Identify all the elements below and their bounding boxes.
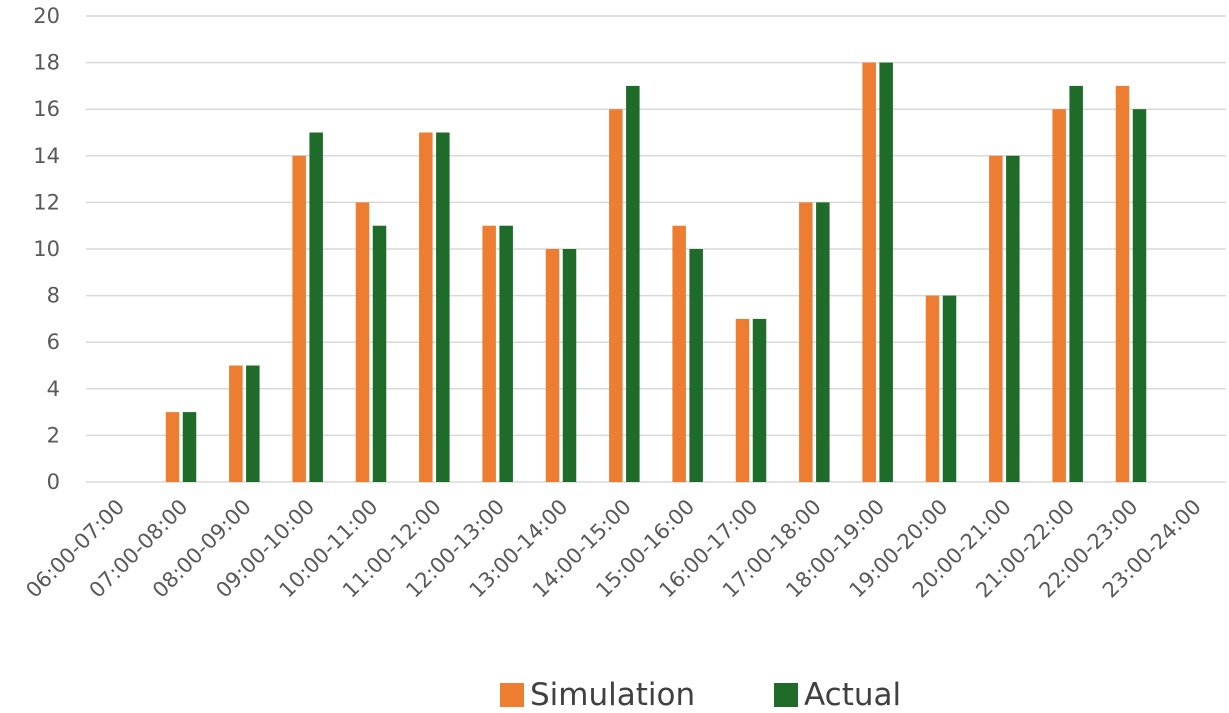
bar-simulation-20:00-21:00 — [989, 155, 1003, 483]
y-tick-label: 12 — [33, 190, 60, 214]
bar-actual-13:00-14:00 — [562, 249, 577, 482]
bar-simulation-15:00-16:00 — [672, 225, 686, 482]
bar-actual-19:00-20:00 — [942, 295, 957, 482]
y-tick-label: 0 — [47, 470, 60, 494]
bar-actual-15:00-16:00 — [689, 249, 703, 482]
y-axis-tick-labels: 0 2 4 6 8 10 12 14 16 18 20 — [33, 4, 60, 494]
y-tick-label: 8 — [47, 284, 60, 308]
gridlines — [86, 15, 1226, 483]
bar-simulation-13:00-14:00 — [545, 249, 560, 482]
bar-actual-09:00-10:00 — [309, 132, 323, 482]
bar-actual-16:00-17:00 — [752, 318, 767, 482]
legend-label-simulation: Simulation — [530, 677, 695, 713]
bar-simulation-17:00-18:00 — [799, 202, 813, 482]
bar-simulation-18:00-19:00 — [862, 62, 876, 482]
bar-simulation-19:00-20:00 — [925, 295, 940, 482]
legend-swatch-actual — [774, 683, 798, 707]
bar-simulation-21:00-22:00 — [1052, 109, 1066, 482]
y-tick-label: 16 — [33, 97, 60, 121]
bars — [165, 62, 1147, 483]
bar-actual-18:00-19:00 — [879, 62, 893, 482]
bar-actual-22:00-23:00 — [1132, 109, 1147, 482]
bar-actual-08:00-09:00 — [246, 365, 260, 482]
y-tick-label: 4 — [47, 377, 60, 401]
legend-label-actual: Actual — [804, 677, 901, 713]
bar-simulation-12:00-13:00 — [482, 225, 496, 482]
y-tick-label: 14 — [33, 144, 60, 168]
bar-simulation-08:00-09:00 — [229, 365, 243, 482]
bar-actual-07:00-08:00 — [182, 412, 197, 482]
legend-swatch-simulation — [500, 683, 524, 707]
bar-actual-21:00-22:00 — [1069, 85, 1083, 483]
bar-actual-10:00-11:00 — [372, 225, 387, 482]
bar-simulation-11:00-12:00 — [419, 132, 433, 482]
bar-simulation-16:00-17:00 — [735, 318, 750, 482]
bar-simulation-09:00-10:00 — [292, 155, 306, 483]
y-tick-label: 20 — [33, 4, 60, 28]
y-tick-label: 18 — [33, 51, 60, 75]
bar-simulation-22:00-23:00 — [1115, 85, 1130, 483]
y-tick-label: 10 — [33, 237, 60, 261]
legend: Simulation Actual — [500, 677, 901, 713]
y-tick-label: 2 — [47, 423, 60, 447]
bar-actual-14:00-15:00 — [626, 85, 640, 483]
bar-simulation-14:00-15:00 — [609, 109, 623, 482]
bar-actual-20:00-21:00 — [1006, 155, 1020, 483]
bar-actual-17:00-18:00 — [816, 202, 830, 482]
bar-simulation-10:00-11:00 — [355, 202, 370, 482]
bar-actual-12:00-13:00 — [499, 225, 513, 482]
bar-actual-11:00-12:00 — [436, 132, 450, 482]
bar-simulation-07:00-08:00 — [165, 412, 180, 482]
x-axis-tick-labels: 06:00-07:0007:00-08:0008:00-09:0009:00-1… — [21, 495, 1206, 603]
y-tick-label: 6 — [47, 330, 60, 354]
